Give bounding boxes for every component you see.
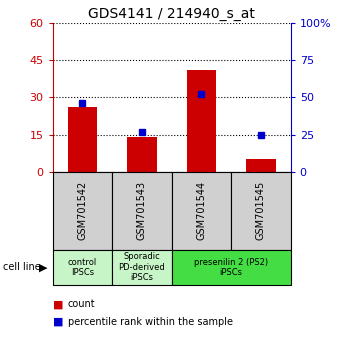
Text: GSM701542: GSM701542 bbox=[78, 181, 87, 240]
Text: Sporadic
PD-derived
iPSCs: Sporadic PD-derived iPSCs bbox=[119, 252, 165, 282]
Text: control
IPSCs: control IPSCs bbox=[68, 258, 97, 277]
Bar bbox=[53, 250, 112, 285]
Text: ▶: ▶ bbox=[39, 262, 48, 272]
Bar bbox=[112, 172, 172, 250]
Text: percentile rank within the sample: percentile rank within the sample bbox=[68, 317, 233, 327]
Bar bbox=[172, 250, 291, 285]
Title: GDS4141 / 214940_s_at: GDS4141 / 214940_s_at bbox=[88, 7, 255, 21]
Text: ■: ■ bbox=[53, 299, 63, 309]
Bar bbox=[112, 250, 172, 285]
Bar bbox=[68, 107, 97, 172]
Text: ■: ■ bbox=[53, 317, 63, 327]
Text: presenilin 2 (PS2)
iPSCs: presenilin 2 (PS2) iPSCs bbox=[194, 258, 268, 277]
Bar bbox=[246, 159, 276, 172]
Bar bbox=[231, 172, 291, 250]
Text: count: count bbox=[68, 299, 96, 309]
Text: GSM701545: GSM701545 bbox=[256, 181, 266, 240]
Text: cell line: cell line bbox=[3, 262, 41, 272]
Bar bbox=[127, 137, 157, 172]
Text: GSM701544: GSM701544 bbox=[197, 181, 206, 240]
Bar bbox=[187, 70, 216, 172]
Bar bbox=[172, 172, 231, 250]
Text: GSM701543: GSM701543 bbox=[137, 181, 147, 240]
Bar bbox=[53, 172, 112, 250]
